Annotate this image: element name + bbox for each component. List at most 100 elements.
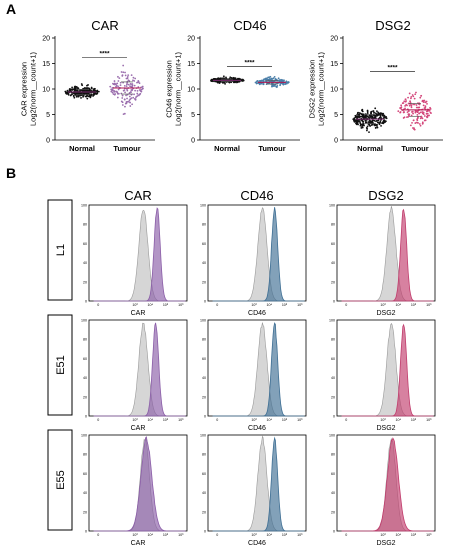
x-axis-label: DSG2	[376, 310, 395, 317]
data-point-normal	[224, 82, 226, 85]
y-tick-label: 0	[333, 415, 335, 419]
x-tick-label: 10⁶	[297, 303, 303, 307]
data-point-normal	[358, 120, 360, 123]
x-tick-label: 0	[216, 533, 218, 537]
y-tick-label: 60	[202, 242, 206, 246]
x-tick-label: 10³	[380, 418, 386, 422]
data-point-normal	[370, 117, 373, 119]
data-point-normal	[356, 116, 359, 119]
data-point-normal	[379, 120, 382, 123]
y-axis-label-word: expression	[165, 60, 174, 96]
y-tick-label: 60	[331, 357, 335, 361]
data-point-normal	[210, 79, 212, 82]
x-tick-label: 0	[216, 418, 218, 422]
histogram-l1-dsg2: 0 20 40 60 80 100 0 10³ 10⁴ 10⁵ 10⁶ DSG2	[329, 204, 436, 317]
data-point-normal	[360, 127, 363, 129]
data-point-tumour	[420, 116, 423, 119]
data-point-normal	[366, 125, 369, 128]
data-point-normal	[90, 86, 93, 89]
data-point-tumour	[117, 92, 120, 95]
y-tick-label: 40	[83, 261, 87, 265]
data-point-tumour	[405, 103, 408, 106]
data-point-normal	[372, 110, 375, 112]
data-point-tumour	[417, 106, 419, 109]
x-axis-label: CAR	[131, 310, 146, 317]
data-point-tumour	[124, 74, 127, 77]
data-point-tumour	[399, 111, 402, 113]
data-point-normal	[382, 114, 385, 117]
y-axis-label-gene: CAR	[20, 100, 29, 116]
data-point-normal	[222, 75, 225, 78]
data-point-normal	[93, 87, 96, 90]
data-point-tumour	[264, 78, 266, 80]
x-tick-label: 10⁶	[426, 533, 432, 537]
significance-label: ****	[387, 65, 398, 72]
y-tick-label: 40	[83, 376, 87, 380]
y-tick-label: 10	[330, 87, 338, 94]
data-point-tumour	[400, 104, 403, 107]
x-tick-label: 10³	[251, 533, 257, 537]
data-point-tumour	[276, 84, 279, 87]
data-point-tumour	[424, 105, 427, 108]
data-point-normal	[374, 126, 377, 129]
data-point-tumour	[421, 112, 424, 115]
data-point-tumour	[274, 84, 276, 86]
data-point-normal	[376, 125, 378, 127]
data-point-tumour	[133, 80, 136, 82]
data-point-normal	[95, 92, 97, 95]
y-tick-label: 20	[83, 280, 87, 284]
data-point-tumour	[426, 115, 428, 118]
group-label-normal: Normal	[69, 144, 95, 153]
y-tick-label: 80	[202, 453, 206, 457]
y-tick-label: 40	[331, 491, 335, 495]
data-point-normal	[365, 129, 368, 132]
data-point-tumour	[422, 101, 425, 104]
data-point-tumour	[399, 107, 402, 110]
y-tick-label: 60	[331, 472, 335, 476]
data-point-tumour	[262, 79, 265, 81]
data-point-tumour	[125, 85, 128, 88]
data-point-tumour	[416, 113, 419, 116]
x-tick-label: 10⁵	[411, 418, 417, 422]
data-point-normal	[86, 97, 89, 100]
data-point-tumour	[411, 110, 414, 113]
y-axis-label-word: expression	[308, 60, 317, 96]
x-tick-label: 10³	[380, 303, 386, 307]
data-point-normal	[356, 114, 358, 116]
column-header-dsg2: DSG2	[368, 188, 403, 203]
y-tick-label: 80	[83, 223, 87, 227]
data-point-normal	[376, 126, 379, 129]
data-point-normal	[235, 81, 238, 84]
data-point-tumour	[137, 86, 140, 88]
data-point-tumour	[126, 75, 129, 78]
y-tick-label: 80	[331, 453, 335, 457]
y-tick-label: 20	[83, 395, 87, 399]
data-point-tumour	[403, 116, 406, 119]
data-point-tumour	[416, 117, 419, 120]
data-point-tumour	[277, 77, 280, 80]
y-axis-label-gene: DSG2	[308, 98, 317, 118]
y-axis-label-line1: CD46 expression	[165, 60, 174, 118]
y-tick-label: 0	[85, 300, 87, 304]
data-point-normal	[362, 120, 365, 123]
stained-histogram	[212, 436, 305, 532]
x-tick-label: 10⁵	[282, 418, 288, 422]
data-point-normal	[374, 124, 377, 127]
data-point-normal	[359, 112, 362, 115]
data-point-tumour	[400, 106, 403, 109]
data-point-tumour	[131, 83, 134, 85]
histogram-e55-dsg2: 0 20 40 60 80 100 0 10³ 10⁴ 10⁵ 10⁶ DSG2	[329, 434, 436, 547]
data-point-normal	[88, 87, 91, 90]
data-point-tumour	[423, 119, 426, 122]
data-point-normal	[357, 111, 360, 114]
data-point-tumour	[123, 84, 126, 87]
significance-label: ****	[99, 50, 110, 57]
data-point-tumour	[411, 127, 414, 129]
data-point-normal	[382, 119, 385, 122]
data-point-tumour	[414, 111, 417, 114]
data-point-tumour	[132, 96, 135, 99]
dot-plot-cd46: CD46 0 5 10 15 20 CD46 expressionLog2(norm__co…	[165, 18, 300, 153]
y-tick-label: 40	[331, 376, 335, 380]
histogram-e51-dsg2: 0 20 40 60 80 100 0 10³ 10⁴ 10⁵ 10⁶ DSG2	[329, 319, 436, 432]
